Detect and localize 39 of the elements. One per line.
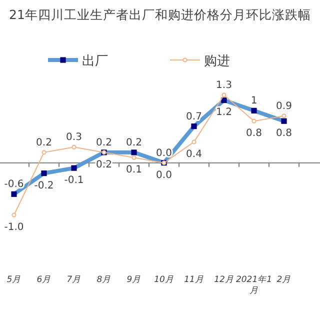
data-label: -0.2	[34, 180, 54, 192]
data-label: 0.8	[246, 128, 262, 140]
point	[72, 144, 76, 150]
point	[132, 155, 136, 160]
x-tick-label: 9月	[126, 275, 142, 285]
data-label: -1.0	[4, 222, 24, 233]
data-label: 0.0	[156, 170, 172, 181]
x-tick-label: 2月	[276, 275, 292, 285]
x-tick-label: 10月	[154, 275, 174, 285]
x-tick-label: 12月	[214, 275, 234, 285]
data-label: 0.3	[66, 132, 82, 144]
point	[222, 92, 226, 98]
data-label: -0.1	[64, 175, 84, 186]
data-label: 0.1	[126, 164, 142, 176]
point	[252, 118, 256, 124]
x-tick-label: 5月	[6, 275, 22, 285]
point	[192, 140, 196, 144]
data-label: 1.2	[216, 107, 232, 118]
data-label: 1.3	[216, 80, 232, 91]
x-tick-label: 6月	[36, 275, 52, 285]
data-label: 0.2	[126, 137, 142, 148]
data-label: 0.9	[276, 100, 292, 112]
data-label: -0.6	[4, 179, 24, 190]
point	[12, 212, 16, 218]
x-tick-label: 7月	[66, 275, 82, 285]
chart-title: 21年四川工业生产者出厂和购进价格分月环比涨跌幅	[9, 7, 311, 22]
x-tick-label: 2021年1月	[236, 275, 272, 296]
legend-label: 出厂	[82, 54, 108, 69]
x-tick-label: 11月	[184, 275, 204, 285]
data-label: 0.8	[276, 128, 292, 140]
data-label: 0.7	[186, 111, 202, 122]
data-label: 0.2	[36, 137, 52, 148]
x-tick-label: 8月	[96, 275, 112, 285]
data-label: 0.4	[186, 148, 202, 160]
data-label: 0.2	[96, 137, 112, 148]
point	[42, 150, 46, 155]
legend-label: 购进	[204, 54, 230, 69]
point	[282, 114, 286, 118]
data-label: 1	[250, 96, 258, 107]
